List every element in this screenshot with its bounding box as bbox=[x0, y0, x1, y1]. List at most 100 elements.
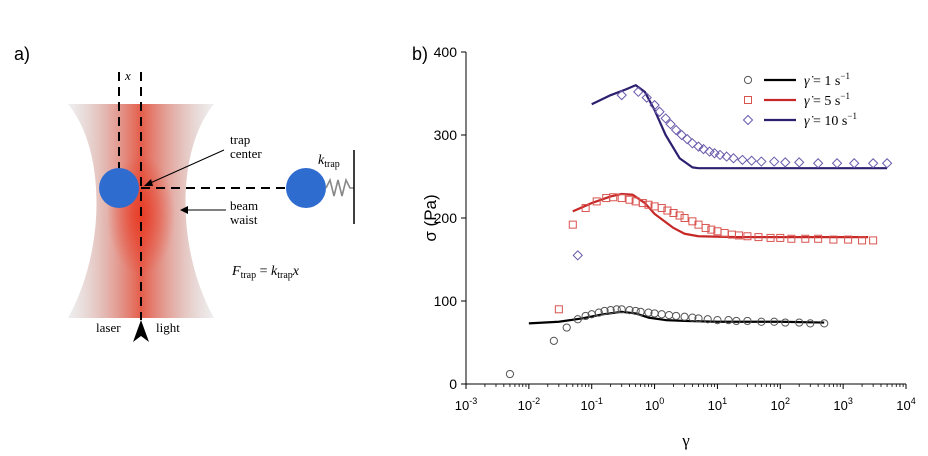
series-2-point bbox=[554, 305, 563, 314]
series-3-point bbox=[768, 156, 780, 167]
series-2-point bbox=[814, 234, 823, 243]
trap-center-label-line2: center bbox=[230, 146, 262, 161]
series-2-point bbox=[844, 235, 853, 244]
legend-marker bbox=[743, 75, 753, 85]
y-tick-label: 100 bbox=[434, 293, 458, 309]
series-3-point bbox=[721, 151, 732, 162]
series-1-point bbox=[644, 308, 653, 317]
series-2-point bbox=[869, 236, 878, 245]
stress-chart: 0 100 200 300 400 10-3 10-2 10-1 100 101 102 103 104… bbox=[421, 44, 916, 450]
series-2-point bbox=[675, 211, 684, 220]
series-3-point bbox=[756, 156, 767, 167]
series-3-point bbox=[812, 158, 824, 169]
series-3-point bbox=[616, 89, 627, 101]
series-2-point bbox=[663, 206, 672, 215]
series-1-point bbox=[636, 307, 645, 316]
light-label: light bbox=[156, 320, 180, 335]
k-trap-label: ktrap bbox=[318, 153, 340, 170]
y-tick-label: 0 bbox=[449, 376, 457, 392]
panel-a-label: a) bbox=[14, 44, 30, 64]
series-1-point bbox=[664, 311, 674, 320]
series-3-point bbox=[665, 119, 676, 130]
trap-center-arrowhead bbox=[144, 179, 153, 186]
series-2-point bbox=[766, 233, 775, 242]
series-1-point bbox=[617, 305, 626, 314]
series-3-point bbox=[737, 154, 748, 166]
series-2-point bbox=[734, 231, 743, 240]
legend-entry: γ̇ = 10 s−1 bbox=[804, 111, 857, 129]
series-3-point bbox=[572, 250, 583, 261]
series-3-point bbox=[698, 143, 709, 155]
trapped-bead bbox=[99, 168, 139, 208]
series-3-point bbox=[693, 141, 704, 152]
series-3-point bbox=[728, 153, 739, 164]
series-3-point bbox=[881, 158, 893, 169]
series-3-point bbox=[641, 92, 652, 103]
x-tick-label: 100 bbox=[645, 396, 664, 413]
panel-b: b) 0 100 200 300 400 10-3 10-2 10-1 100 101 102 103… bbox=[412, 44, 916, 450]
series-2-point bbox=[707, 225, 716, 234]
series-3-point bbox=[654, 106, 665, 117]
series-1-point bbox=[757, 317, 766, 326]
laser-label: laser bbox=[96, 320, 121, 335]
series-1-point bbox=[724, 315, 733, 325]
panel-b-label: b) bbox=[412, 44, 428, 64]
trap-force-formula: Ftrap = ktrapx bbox=[231, 264, 300, 281]
legend-entry: γ̇ = 5 s−1 bbox=[804, 91, 850, 109]
series-3-point bbox=[681, 133, 693, 145]
series-1-point bbox=[680, 312, 689, 321]
series-1-point bbox=[688, 313, 697, 322]
trap-center-arrow bbox=[147, 149, 225, 185]
series-1-point bbox=[694, 314, 703, 323]
beam-waist-label-line2: waist bbox=[230, 212, 258, 227]
x-tick-label: 101 bbox=[708, 396, 727, 413]
series-2-point bbox=[592, 197, 601, 206]
series-3-fit-line bbox=[591, 84, 888, 170]
series-1-point bbox=[770, 317, 779, 326]
series-2-point bbox=[581, 204, 590, 213]
series-3-point bbox=[867, 158, 879, 169]
series-1-point bbox=[573, 315, 582, 324]
series-1-point bbox=[806, 319, 815, 328]
series-1-point bbox=[549, 336, 558, 345]
series-3-point bbox=[687, 138, 698, 149]
legend-marker bbox=[742, 114, 754, 126]
series-2-point bbox=[787, 234, 796, 243]
series-2-point bbox=[776, 233, 785, 242]
trap-center-label-line1: trap bbox=[230, 132, 250, 147]
series-3-point bbox=[649, 99, 660, 111]
beam-waist-label-line1: beam bbox=[230, 198, 258, 213]
series-2-point bbox=[669, 209, 678, 218]
series-1-point bbox=[703, 315, 712, 324]
x-tick-label: 104 bbox=[896, 396, 915, 413]
series-3-point bbox=[714, 149, 726, 161]
series-2-point bbox=[638, 199, 647, 208]
legend-marker bbox=[744, 96, 752, 104]
series-1-point bbox=[606, 306, 615, 315]
series-3-point bbox=[670, 124, 682, 136]
series-2-point bbox=[568, 220, 577, 229]
series-2-point bbox=[743, 232, 752, 241]
series-1-point bbox=[631, 306, 640, 316]
series-1-point bbox=[581, 311, 590, 321]
series-1-point bbox=[612, 305, 621, 314]
series-1-point bbox=[562, 323, 571, 332]
x-tick-label: 10-2 bbox=[518, 396, 540, 413]
x-tick-label: 10-3 bbox=[455, 396, 477, 413]
x-axis-label: γ bbox=[681, 431, 690, 450]
series-1-point bbox=[505, 369, 515, 379]
x-tick-label: 102 bbox=[771, 396, 790, 413]
series-1-point bbox=[625, 306, 634, 315]
series-2-point bbox=[754, 233, 763, 242]
series-2-point bbox=[720, 228, 729, 237]
series-1-point bbox=[600, 306, 609, 316]
series-3-point bbox=[676, 129, 687, 141]
y-tick-label: 200 bbox=[434, 210, 458, 226]
series-3-point bbox=[704, 146, 715, 157]
x-tick-label: 103 bbox=[833, 396, 852, 413]
series-2-point bbox=[680, 214, 689, 222]
y-axis-label: σ (Pa) bbox=[421, 194, 440, 241]
y-tick-label: 300 bbox=[434, 127, 458, 143]
free-bead bbox=[286, 168, 326, 208]
laser-arrow-icon bbox=[133, 320, 149, 342]
